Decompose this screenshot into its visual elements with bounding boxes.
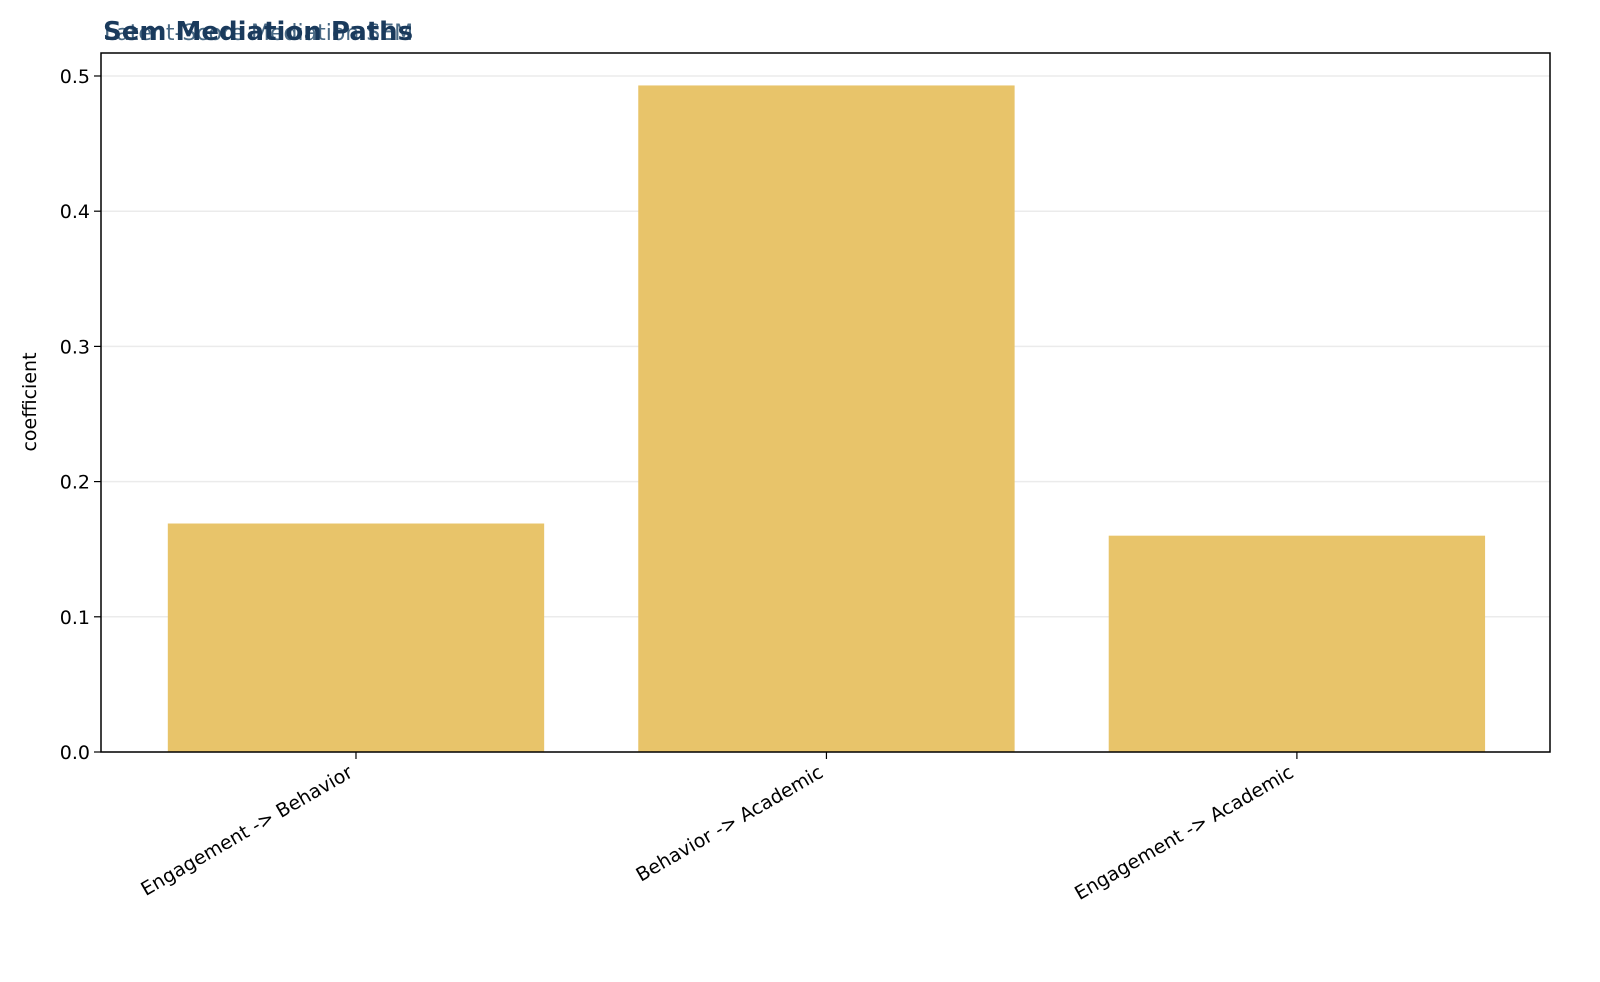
y-tick-label: 0.3 — [60, 336, 90, 358]
bar — [638, 85, 1015, 753]
y-tick-label: 0.0 — [60, 742, 90, 764]
plot-frame — [100, 52, 1551, 753]
y-axis-label: coefficient — [19, 352, 41, 451]
bar — [1108, 535, 1486, 752]
y-tick-label: 0.1 — [60, 607, 90, 629]
bar — [167, 523, 545, 752]
chart-subtitle: Latent-Score Mediation SEM — [104, 21, 413, 46]
x-tick-label: Engagement -> Academic — [1071, 761, 1297, 904]
y-tick-label: 0.5 — [60, 66, 90, 88]
y-tick-label: 0.4 — [60, 201, 90, 223]
chart-title: Sem Mediation Paths — [103, 17, 413, 47]
y-tick-label: 0.2 — [60, 472, 90, 494]
x-tick-label: Engagement -> Behavior — [137, 761, 356, 900]
x-tick-label: Behavior -> Academic — [632, 761, 827, 886]
